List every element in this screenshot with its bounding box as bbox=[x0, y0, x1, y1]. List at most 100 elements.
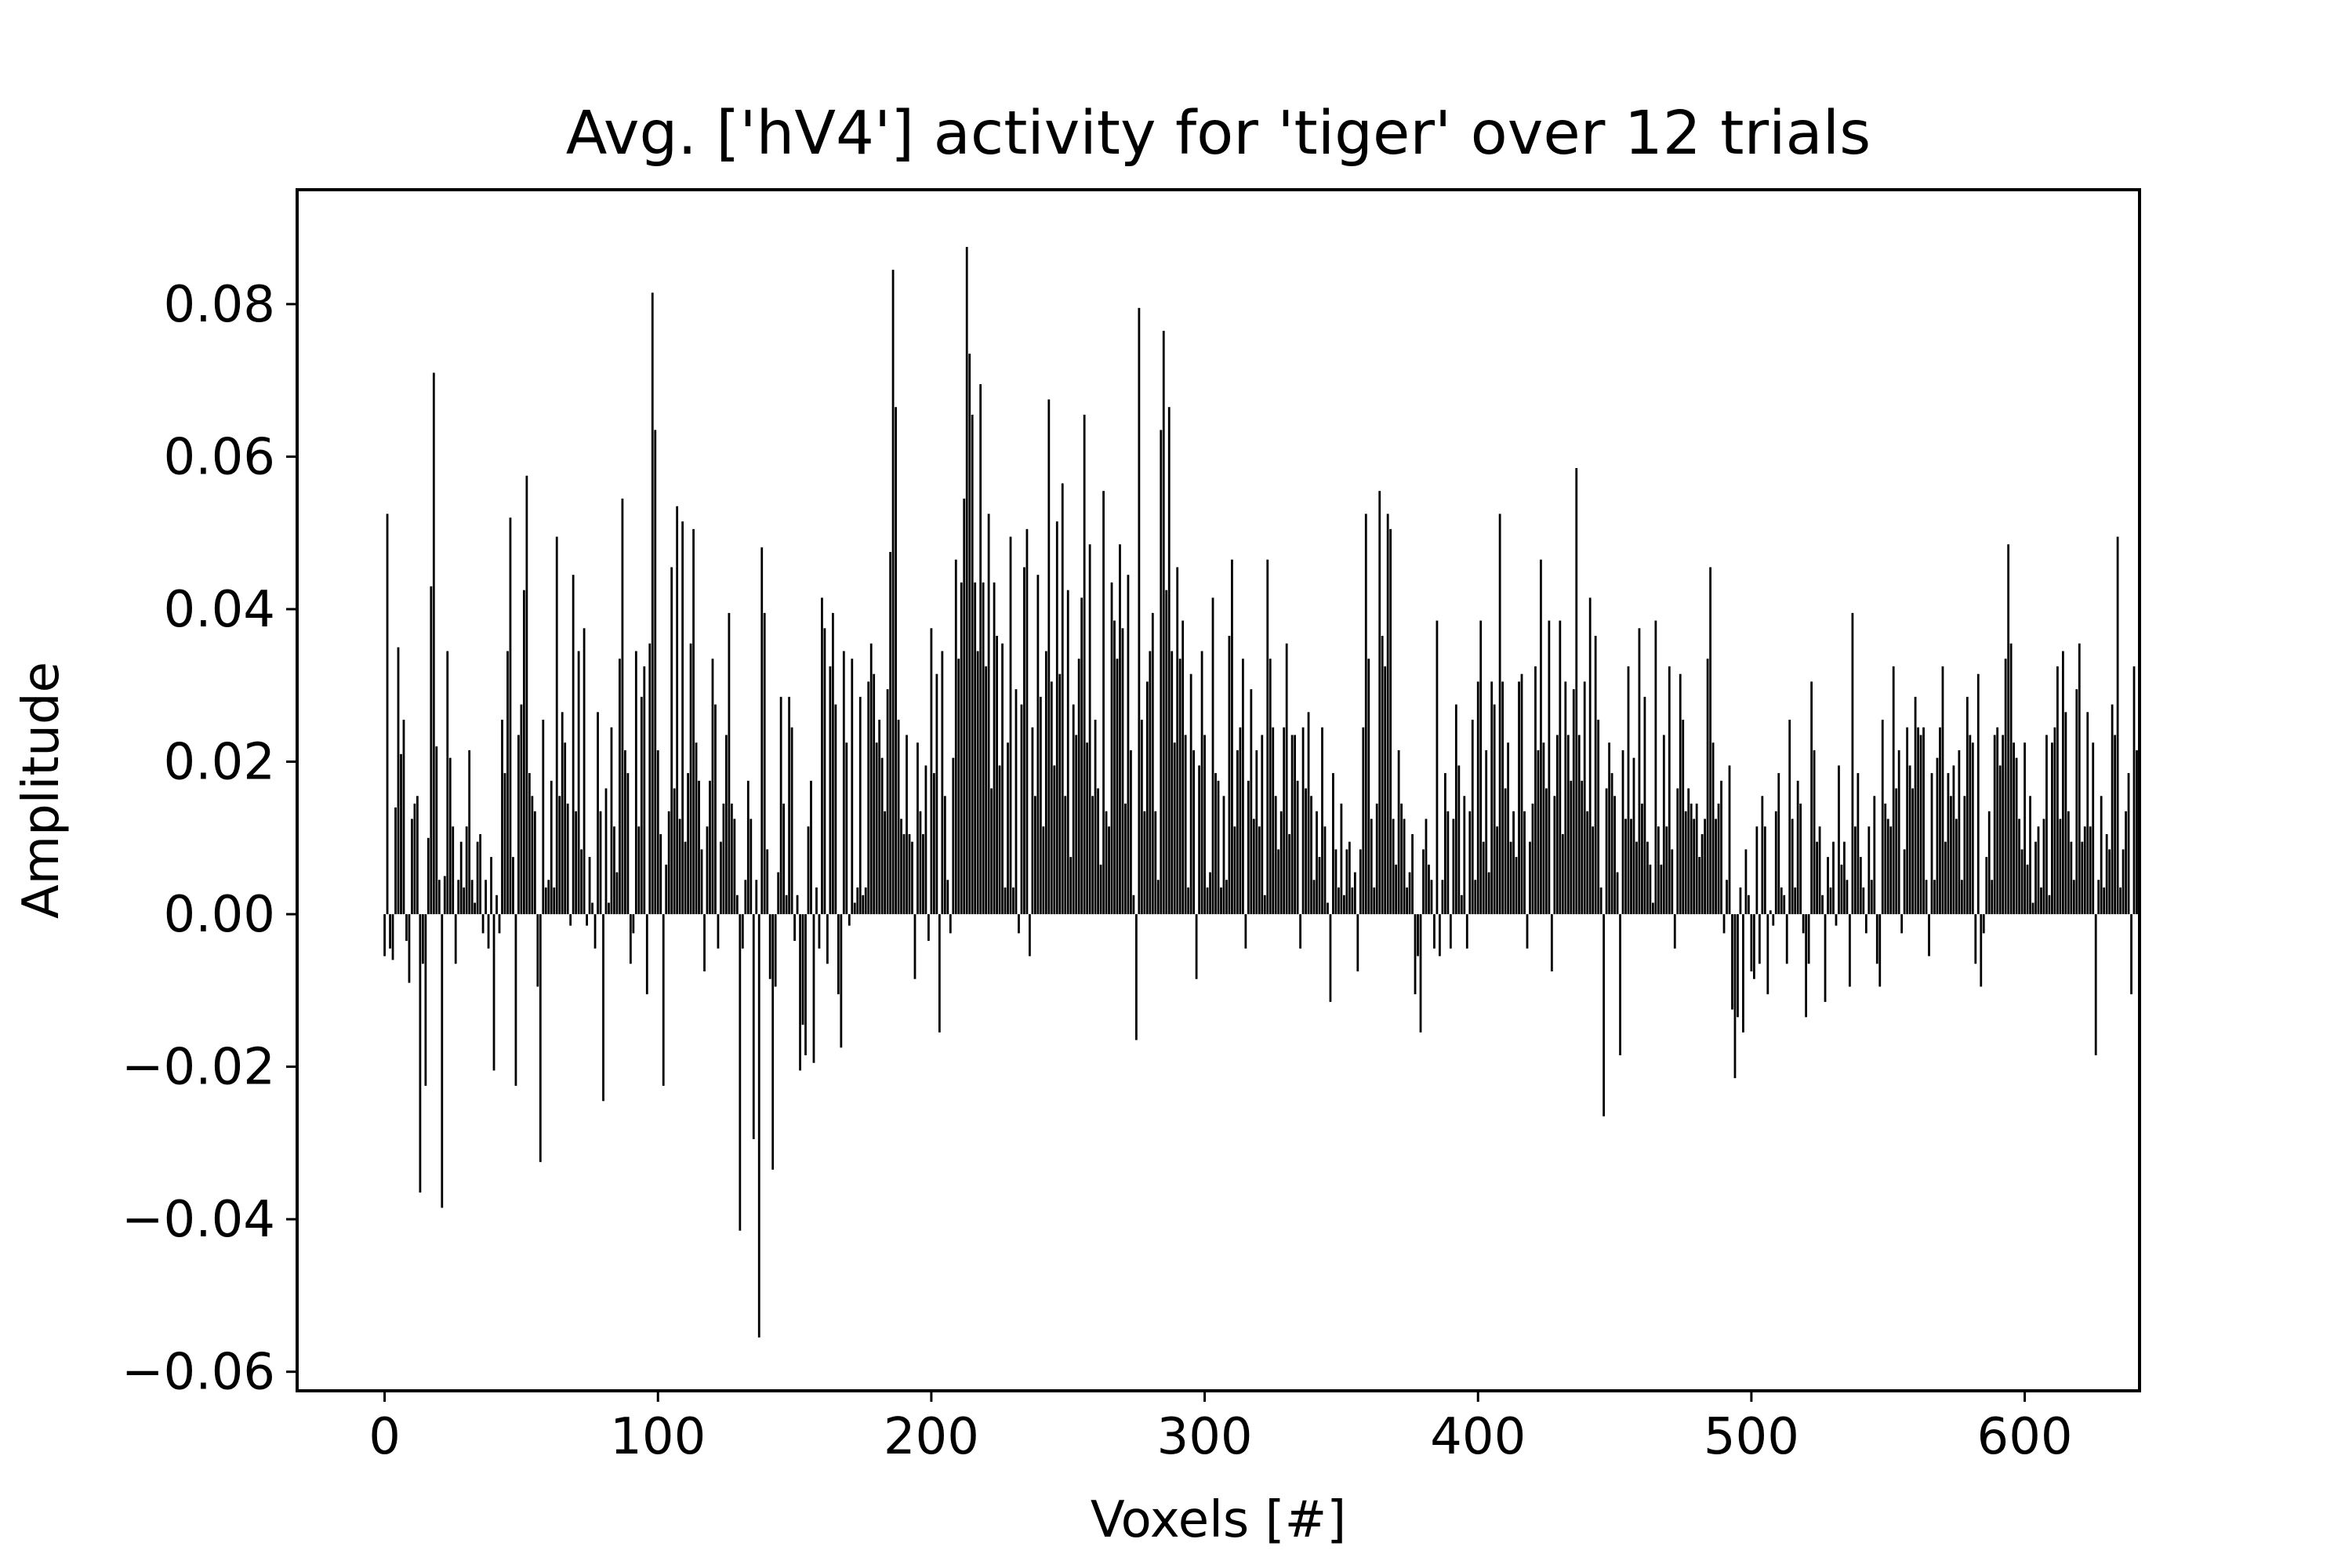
bar bbox=[1392, 818, 1395, 915]
bar bbox=[1646, 841, 1649, 915]
bar bbox=[941, 651, 944, 915]
bar bbox=[1566, 735, 1570, 915]
bar bbox=[1228, 636, 1231, 915]
bar bbox=[1796, 780, 1799, 915]
bar bbox=[1534, 666, 1537, 915]
bar bbox=[670, 567, 673, 915]
bar bbox=[463, 887, 466, 915]
bar bbox=[1903, 849, 1906, 915]
bar bbox=[1690, 804, 1693, 915]
bar bbox=[1947, 773, 1950, 915]
bar bbox=[1460, 895, 1463, 915]
bar bbox=[2048, 895, 2051, 915]
bar bbox=[542, 720, 545, 915]
bar bbox=[1991, 880, 1994, 915]
bar bbox=[2009, 643, 2013, 915]
bar bbox=[1124, 804, 1127, 915]
bar bbox=[687, 773, 689, 915]
bar bbox=[1108, 826, 1110, 915]
bar bbox=[862, 895, 865, 915]
bar bbox=[1217, 780, 1220, 915]
bar bbox=[845, 742, 848, 915]
bar bbox=[1698, 857, 1701, 915]
bar bbox=[1471, 720, 1474, 915]
bar bbox=[1671, 849, 1674, 915]
bar bbox=[1439, 914, 1441, 956]
bar bbox=[1939, 727, 1941, 915]
bar bbox=[1810, 681, 1813, 915]
bar bbox=[383, 914, 386, 956]
bar bbox=[1097, 788, 1099, 915]
bar bbox=[608, 902, 610, 915]
bar bbox=[760, 547, 764, 915]
bar bbox=[1419, 914, 1422, 1033]
bar bbox=[902, 833, 906, 915]
bar bbox=[1312, 880, 1316, 915]
bar bbox=[1498, 514, 1501, 915]
bar bbox=[651, 292, 654, 915]
bar bbox=[1121, 628, 1124, 915]
bar bbox=[1827, 857, 1829, 915]
bar bbox=[1577, 735, 1581, 915]
bar bbox=[654, 430, 657, 915]
bar bbox=[1662, 735, 1665, 915]
bar bbox=[1004, 887, 1007, 915]
bar bbox=[735, 895, 739, 915]
bar bbox=[413, 804, 416, 915]
bar bbox=[1091, 796, 1094, 915]
bar bbox=[1917, 727, 1919, 915]
bar bbox=[1263, 895, 1266, 915]
bar bbox=[1627, 666, 1630, 915]
bar bbox=[1526, 914, 1529, 949]
bar bbox=[1843, 841, 1846, 915]
bar bbox=[1042, 826, 1045, 915]
bar bbox=[1425, 818, 1428, 915]
x-tick-label: 300 bbox=[1156, 1408, 1252, 1466]
bar bbox=[1805, 914, 1808, 1018]
bar bbox=[1922, 727, 1925, 915]
bar bbox=[544, 887, 547, 915]
bar bbox=[755, 880, 758, 915]
bar bbox=[1018, 914, 1020, 934]
bar bbox=[615, 872, 619, 915]
bar bbox=[1774, 811, 1777, 915]
bar bbox=[1542, 742, 1545, 915]
bar bbox=[1200, 651, 1203, 915]
bar bbox=[1791, 818, 1794, 915]
bar bbox=[506, 651, 509, 915]
bar bbox=[1332, 773, 1334, 915]
bar bbox=[1881, 720, 1884, 915]
bar bbox=[1036, 575, 1040, 915]
bar bbox=[911, 841, 913, 915]
bar bbox=[1649, 864, 1652, 915]
bar bbox=[1706, 659, 1709, 915]
bar bbox=[481, 914, 485, 934]
bar bbox=[454, 914, 457, 964]
bar bbox=[919, 811, 922, 915]
bar bbox=[1055, 521, 1058, 915]
x-axis: 0 100 200 300 400 500 600 bbox=[368, 1391, 2073, 1466]
bar bbox=[1340, 804, 1343, 915]
bar bbox=[1728, 765, 1731, 915]
bar bbox=[1039, 696, 1042, 915]
bar bbox=[1592, 826, 1595, 915]
bar bbox=[405, 914, 408, 942]
y-tick-label: 0.00 bbox=[164, 886, 276, 944]
bar bbox=[1553, 796, 1556, 915]
bar bbox=[1867, 826, 1871, 915]
bar bbox=[790, 727, 793, 915]
bar bbox=[957, 659, 960, 915]
y-tick-label: 0.08 bbox=[164, 276, 276, 334]
bar bbox=[1476, 681, 1479, 915]
bar bbox=[2015, 757, 2018, 915]
bar bbox=[1570, 780, 1573, 915]
bar bbox=[1998, 765, 2002, 915]
bar bbox=[621, 498, 624, 915]
bar bbox=[913, 914, 916, 979]
bar bbox=[1231, 559, 1233, 915]
bar bbox=[1160, 430, 1163, 915]
bar bbox=[2125, 811, 2127, 915]
bar bbox=[766, 849, 769, 915]
bar bbox=[1296, 780, 1299, 915]
bar bbox=[1744, 849, 1748, 915]
